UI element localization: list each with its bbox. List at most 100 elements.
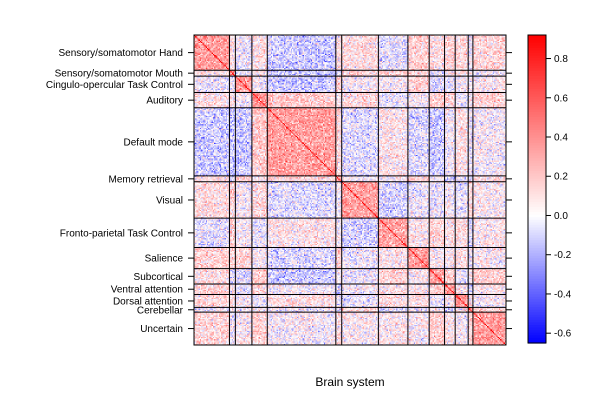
- colorbar-tick-label-0: 0.8: [554, 54, 568, 65]
- colorbar-segment: [528, 260, 546, 265]
- system-label-0: Sensory/somatomotor Hand: [58, 48, 183, 59]
- colorbar-segment: [528, 158, 546, 162]
- heatmap-cells: [194, 35, 506, 345]
- colorbar-segment: [528, 309, 546, 313]
- colorbar-segment: [528, 40, 546, 44]
- colorbar-segment: [528, 289, 546, 293]
- system-label-3: Auditory: [146, 96, 183, 107]
- colorbar-segment: [528, 317, 546, 321]
- colorbar-segment: [528, 263, 546, 267]
- colorbar-segment: [528, 235, 546, 239]
- colorbar-segment: [528, 168, 546, 172]
- colorbar-segment: [528, 291, 546, 295]
- colorbar-segment: [528, 153, 546, 157]
- colorbar-segment: [528, 147, 546, 152]
- colorbar-segment: [528, 173, 546, 177]
- colorbar-segment: [528, 189, 546, 193]
- colorbar-segment: [528, 58, 546, 62]
- colorbar-segment: [528, 255, 546, 259]
- colorbar-segment: [528, 294, 546, 298]
- colorbar-segment: [528, 278, 546, 282]
- system-label-8: Salience: [145, 254, 184, 265]
- colorbar-segment: [528, 112, 546, 116]
- colorbar-segment: [528, 42, 546, 46]
- colorbar-segment: [528, 178, 546, 182]
- colorbar-segment: [528, 237, 546, 241]
- colorbar-segment: [528, 227, 546, 231]
- colorbar-segment: [528, 276, 546, 280]
- colorbar-segment: [528, 65, 546, 69]
- colorbar-segment: [528, 206, 546, 211]
- colorbar: 0.8 0.6 0.4 0.2 0.0 -0.2 -0.4 -0.6: [527, 34, 572, 344]
- colorbar-segment: [528, 81, 546, 85]
- colorbar-segment: [528, 191, 546, 195]
- colorbar-segment: [528, 181, 546, 185]
- system-tick-labels: Sensory/somatomotor Hand Sensory/somatomo…: [46, 48, 194, 335]
- colorbar-segment: [528, 245, 546, 249]
- colorbar-frame: [527, 34, 547, 344]
- colorbar-segment: [528, 150, 546, 154]
- colorbar-segment: [528, 204, 546, 208]
- colorbar-segment: [528, 171, 546, 175]
- system-label-9: Subcortical: [134, 272, 183, 283]
- colorbar-segment: [528, 37, 546, 41]
- colorbar-segment: [528, 101, 546, 105]
- colorbar-segment: [528, 60, 546, 64]
- colorbar-segment: [528, 199, 546, 203]
- colorbar-segment: [528, 109, 546, 113]
- colorbar-segment: [528, 104, 546, 108]
- colorbar-segment: [528, 106, 546, 111]
- colorbar-segment: [528, 52, 546, 57]
- colorbar-segment: [528, 242, 546, 247]
- colorbar-segment: [528, 286, 546, 290]
- colorbar-segment: [528, 240, 546, 244]
- colorbar-segment: [528, 258, 546, 262]
- colorbar-segment: [528, 55, 546, 59]
- colorbar-segment: [528, 224, 546, 229]
- colorbar-segment: [528, 332, 546, 336]
- colorbar-segment: [528, 117, 546, 121]
- colorbar-segment: [528, 214, 546, 218]
- colorbar-segment: [528, 296, 546, 300]
- colorbar-segment: [528, 86, 546, 90]
- colorbar-segment: [528, 327, 546, 331]
- colorbar-segment: [528, 119, 546, 123]
- colorbar-segment: [528, 155, 546, 159]
- system-boundary-lines: [194, 35, 506, 345]
- colorbar-segment: [528, 63, 546, 67]
- colorbar-segment: [528, 137, 546, 141]
- colorbar-segment: [528, 83, 546, 87]
- colorbar-segment: [528, 248, 546, 252]
- colorbar-segment: [528, 183, 546, 188]
- colorbar-segment: [528, 160, 546, 164]
- colorbar-segment: [528, 50, 546, 54]
- colorbar-segment: [528, 88, 546, 93]
- colorbar-segment: [528, 314, 546, 318]
- colorbar-segment: [528, 304, 546, 308]
- colorbar-segment: [528, 250, 546, 254]
- system-label-5: Memory retrieval: [109, 174, 183, 185]
- colorbar-segment: [528, 194, 546, 198]
- colorbar-segment: [528, 140, 546, 144]
- colorbar-segment: [528, 312, 546, 316]
- colorbar-segment: [528, 325, 546, 329]
- colorbar-segment: [528, 212, 546, 216]
- colorbar-segment: [528, 222, 546, 226]
- colorbar-segment: [528, 217, 546, 221]
- colorbar-segment: [528, 73, 546, 77]
- colorbar-segment: [528, 266, 546, 270]
- system-label-6: Visual: [156, 195, 183, 206]
- colorbar-segment: [528, 78, 546, 82]
- system-label-2: Cingulo-opercular Task Control: [46, 80, 183, 91]
- system-label-7: Fronto-parietal Task Control: [60, 228, 183, 239]
- colorbar-tick-label-4: 0.0: [554, 211, 568, 222]
- colorbar-segment: [528, 319, 546, 324]
- colorbar-segment: [528, 35, 546, 39]
- colorbar-segment: [528, 232, 546, 236]
- colorbar-segment: [528, 273, 546, 277]
- colorbar-segment: [528, 68, 546, 72]
- colorbar-segment: [528, 337, 546, 342]
- colorbar-segment: [528, 127, 546, 131]
- colorbar-segment: [528, 340, 546, 344]
- colorbar-segment: [528, 322, 546, 326]
